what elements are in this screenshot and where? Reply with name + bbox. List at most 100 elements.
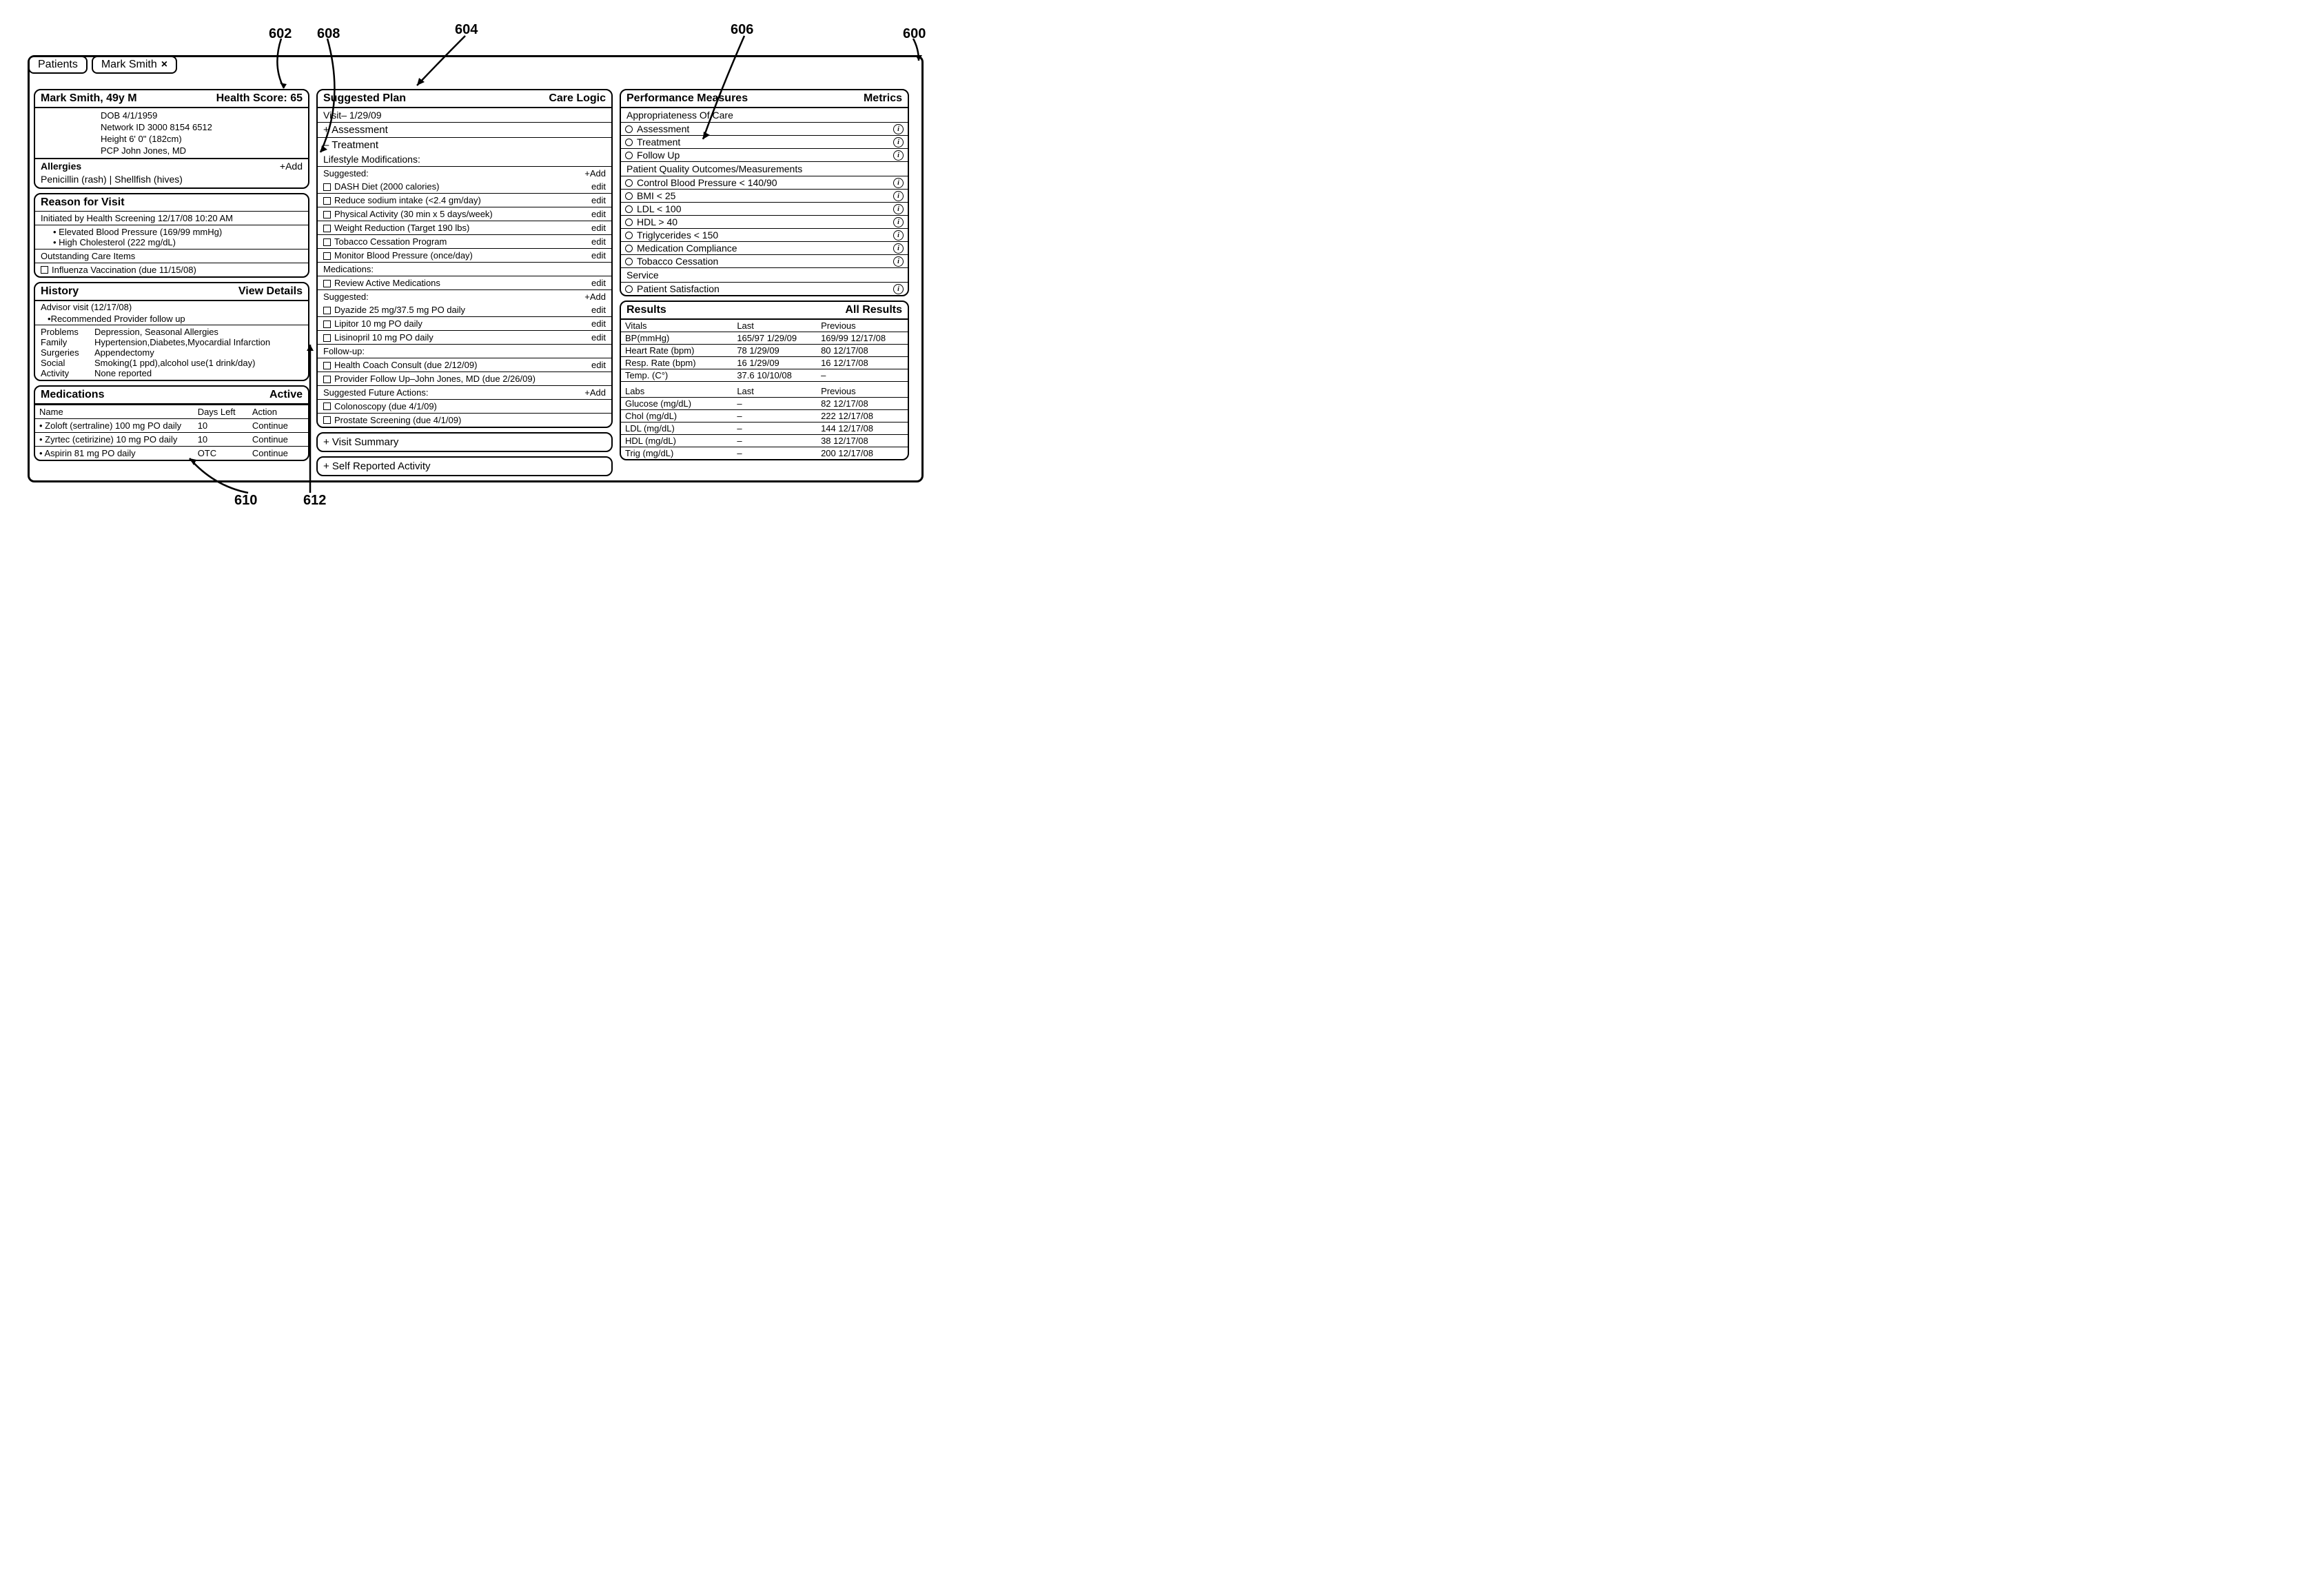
perf-row[interactable]: Patient Satisfactioni <box>621 282 908 295</box>
info-icon[interactable]: i <box>893 204 904 214</box>
med-add-button[interactable]: +Add <box>584 292 606 302</box>
checkbox-icon[interactable] <box>323 197 331 205</box>
info-icon[interactable]: i <box>893 284 904 294</box>
info-icon[interactable]: i <box>893 256 904 267</box>
radio-icon[interactable] <box>625 192 633 200</box>
hist-activity-v: None reported <box>94 368 152 378</box>
checkbox-icon[interactable] <box>41 266 48 274</box>
edit-link[interactable]: edit <box>591 209 606 219</box>
edit-link[interactable]: edit <box>591 305 606 315</box>
perf-row[interactable]: Triglycerides < 150i <box>621 228 908 241</box>
future-add-button[interactable]: +Add <box>584 387 606 398</box>
fig-label-600: 600 <box>903 26 926 42</box>
edit-link[interactable]: edit <box>591 181 606 192</box>
info-icon[interactable]: i <box>893 137 904 147</box>
checkbox-icon[interactable] <box>323 252 331 260</box>
patients-tab[interactable]: Patients <box>28 56 88 74</box>
results-row: BP(mmHg)165/97 1/29/09169/99 12/17/08 <box>621 332 908 345</box>
metrics-link[interactable]: Metrics <box>864 92 902 105</box>
edit-link[interactable]: edit <box>591 195 606 205</box>
checkbox-icon[interactable] <box>323 416 331 424</box>
close-icon[interactable]: × <box>161 59 167 71</box>
radio-icon[interactable] <box>625 258 633 265</box>
radio-icon[interactable] <box>625 139 633 146</box>
lifestyle-add-button[interactable]: +Add <box>584 168 606 179</box>
radio-icon[interactable] <box>625 125 633 133</box>
edit-link[interactable]: edit <box>591 223 606 233</box>
perf-row[interactable]: Tobacco Cessation i <box>621 254 908 267</box>
advisor-sub: Recommended Provider follow up <box>35 313 308 325</box>
checkbox-icon[interactable] <box>323 280 331 287</box>
radio-icon[interactable] <box>625 205 633 213</box>
hist-social-v: Smoking(1 ppd),alcohol use(1 drink/day) <box>94 358 255 368</box>
edit-link[interactable]: edit <box>591 236 606 247</box>
radio-icon[interactable] <box>625 285 633 293</box>
checkbox-icon[interactable] <box>323 403 331 410</box>
edit-link[interactable]: edit <box>591 278 606 288</box>
medications-active-tab[interactable]: Active <box>269 389 303 401</box>
perf-row[interactable]: Assessmenti <box>621 122 908 135</box>
med-action-1[interactable]: Continue <box>248 433 308 447</box>
radio-icon[interactable] <box>625 179 633 187</box>
reason-item-1: High Cholesterol (222 mg/dL) <box>41 237 303 247</box>
perf-row[interactable]: Treatmenti <box>621 135 908 148</box>
info-icon[interactable]: i <box>893 243 904 254</box>
view-details-link[interactable]: View Details <box>238 285 303 298</box>
checkbox-icon[interactable] <box>323 362 331 369</box>
suggested-plan-panel: Suggested Plan Care Logic Visit– 1/29/09… <box>316 89 613 428</box>
info-icon[interactable]: i <box>893 230 904 241</box>
perf-row[interactable]: Follow Upi <box>621 148 908 161</box>
self-reported-panel[interactable]: + Self Reported Activity <box>316 456 613 476</box>
results-row: Glucose (mg/dL)–82 12/17/08 <box>621 398 908 410</box>
radio-icon[interactable] <box>625 232 633 239</box>
perf-item-label: Tobacco Cessation <box>637 256 718 267</box>
allergies-add-button[interactable]: +Add <box>280 161 303 172</box>
visit-summary-toggle[interactable]: + Visit Summary <box>318 434 611 451</box>
active-patient-tab[interactable]: Mark Smith × <box>92 56 177 74</box>
perf-item-label: LDL < 100 <box>637 203 681 214</box>
med-action-2[interactable]: Continue <box>248 447 308 460</box>
all-results-link[interactable]: All Results <box>845 304 902 316</box>
med-col-days: Days Left <box>194 405 248 419</box>
edit-link[interactable]: edit <box>591 332 606 343</box>
care-logic-link[interactable]: Care Logic <box>549 92 606 105</box>
checkbox-icon[interactable] <box>323 183 331 191</box>
edit-link[interactable]: edit <box>591 318 606 329</box>
self-reported-toggle[interactable]: + Self Reported Activity <box>318 458 611 475</box>
visit-summary-panel[interactable]: + Visit Summary <box>316 432 613 452</box>
radio-icon[interactable] <box>625 245 633 252</box>
med-name-0: Zoloft (sertraline) 100 mg PO daily <box>35 419 194 433</box>
checkbox-icon[interactable] <box>323 307 331 314</box>
radio-icon[interactable] <box>625 152 633 159</box>
edit-link[interactable]: edit <box>591 360 606 370</box>
perf-row[interactable]: BMI < 25i <box>621 189 908 202</box>
advisor-visit: Advisor visit (12/17/08) <box>35 301 308 313</box>
perf-row[interactable]: LDL < 100 i <box>621 202 908 215</box>
checkbox-icon[interactable] <box>323 211 331 218</box>
perf-row[interactable]: HDL > 40i <box>621 215 908 228</box>
info-icon[interactable]: i <box>893 178 904 188</box>
checkbox-icon[interactable] <box>323 320 331 328</box>
outstanding-item: Influenza Vaccination (due 11/15/08) <box>52 265 196 275</box>
perf-row[interactable]: Control Blood Pressure < 140/90i <box>621 176 908 189</box>
treatment-toggle[interactable]: – Treatment <box>318 137 611 152</box>
med-action-0[interactable]: Continue <box>248 419 308 433</box>
med-days-1: 10 <box>194 433 248 447</box>
perf-row[interactable]: Medication Compliancei <box>621 241 908 254</box>
radio-icon[interactable] <box>625 218 633 226</box>
info-icon[interactable]: i <box>893 124 904 134</box>
medications-title: Medications <box>41 389 104 401</box>
assessment-toggle[interactable]: + Assessment <box>318 122 611 137</box>
checkbox-icon[interactable] <box>323 334 331 342</box>
patients-tab-label: Patients <box>38 59 78 71</box>
info-icon[interactable]: i <box>893 217 904 227</box>
info-icon[interactable]: i <box>893 191 904 201</box>
edit-link[interactable]: edit <box>591 250 606 261</box>
performance-panel: Performance Measures Metrics Appropriate… <box>620 89 909 296</box>
checkbox-icon[interactable] <box>323 376 331 383</box>
info-icon[interactable]: i <box>893 150 904 161</box>
medications-panel: Medications Active Name Days Left Action… <box>34 385 309 461</box>
checkbox-icon[interactable] <box>323 225 331 232</box>
checkbox-icon[interactable] <box>323 238 331 246</box>
hist-activity-k: Activity <box>41 368 94 378</box>
